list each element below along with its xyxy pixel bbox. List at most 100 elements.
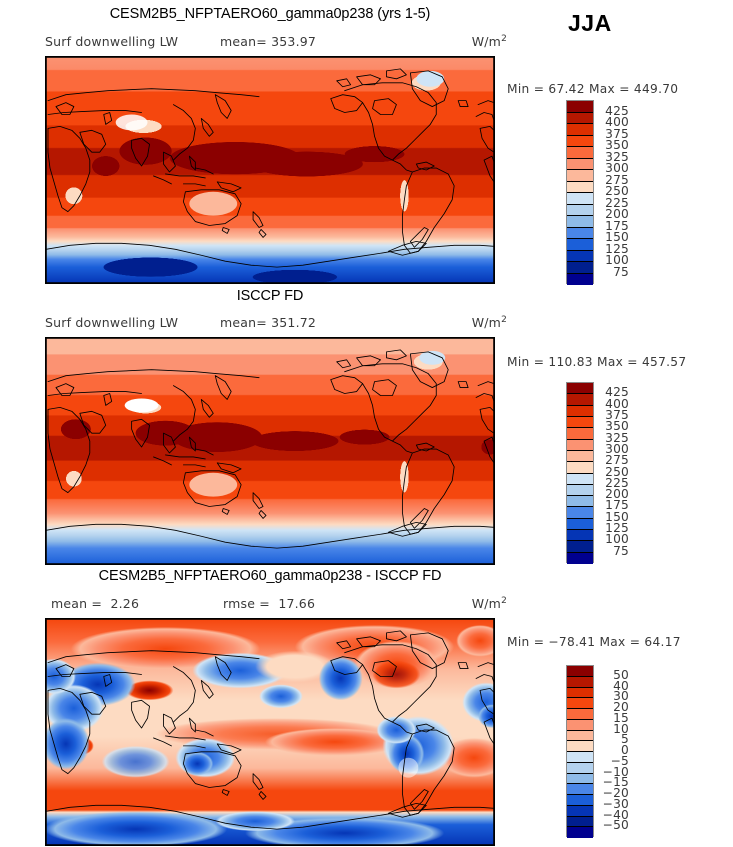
colorbar-tick-label: 375	[605, 126, 629, 141]
rmse-label-difference: rmse = 17.66	[223, 596, 316, 611]
colorbar-cell	[567, 473, 593, 485]
colorbar-cell	[567, 394, 593, 406]
units-label-obs: W/m2	[471, 315, 507, 331]
colorbar-cell	[567, 676, 593, 688]
panel-subheader-obs: Surf downwelling LW mean= 351.72 W/m2	[45, 315, 507, 331]
colorbar-cell	[567, 147, 593, 159]
colorbar-tick-label: 300	[605, 161, 629, 175]
colorbar-cell	[567, 795, 593, 806]
colorbar-swatches-difference	[566, 665, 594, 838]
variable-label-model: Surf downwelling LW	[45, 34, 179, 49]
mean-label-difference: mean = 2.26	[51, 596, 140, 611]
colorbar-cell	[567, 273, 593, 285]
colorbar-tick-label: 250	[605, 464, 629, 479]
colorbar-tick-label: 275	[605, 453, 629, 468]
colorbar-tick-label: 375	[605, 407, 629, 422]
colorbar-cell	[567, 698, 593, 709]
colorbar-cell	[567, 552, 593, 564]
map-panel-model	[45, 56, 495, 284]
colorbar-cell	[567, 181, 593, 193]
colorbar-cell	[567, 158, 593, 170]
colorbar-cell	[567, 170, 593, 182]
colorbar-cell	[567, 507, 593, 519]
colorbar-cell	[567, 239, 593, 251]
panel-subheader-difference: mean = 2.26 rmse = 17.66 W/m2	[45, 596, 507, 612]
colorbar-tick-label: −5	[610, 753, 629, 768]
colorbar-cell	[567, 518, 593, 531]
map-panel-difference	[45, 618, 495, 846]
colorbar-cell	[567, 741, 593, 752]
colorbar-swatches-obs	[566, 382, 594, 564]
colorbar-tick-label: 75	[613, 264, 629, 279]
map-canvas-model	[46, 57, 494, 283]
season-label: JJA	[568, 10, 612, 36]
panel-subheader-model: Surf downwelling LW mean= 353.97 W/m2	[45, 34, 507, 50]
colorbar-swatches-model	[566, 100, 594, 285]
panel-title-obs: ISCCP FD	[236, 288, 304, 304]
colorbar-cell	[567, 462, 593, 474]
colorbar-cell	[567, 484, 593, 497]
colorbar-tick-label: 30	[613, 689, 629, 704]
colorbar-cell	[567, 383, 593, 395]
colorbar-cell	[567, 101, 593, 113]
colorbar-cell	[567, 805, 593, 817]
colorbar-cell	[567, 666, 593, 677]
mean-value-difference: 2.26	[110, 596, 140, 611]
colorbar-tick-label: 0	[621, 743, 629, 757]
colorbar-cell	[567, 530, 593, 542]
colorbar-cell	[567, 112, 593, 124]
colorbar-tick-label: 5	[621, 732, 629, 747]
panel-title-model: CESM2B5_NFPTAERO60_gamma0p238 (yrs 1-5)	[109, 6, 431, 22]
colorbar-cell	[567, 827, 593, 838]
minmax-obs: Min = 110.83 Max = 457.57	[507, 355, 687, 369]
colorbar-tick-label: 125	[605, 241, 629, 256]
colorbar-tick-label: 325	[605, 430, 629, 445]
colorbar-tick-label: 300	[605, 441, 629, 456]
colorbar-tick-label: 100	[605, 532, 629, 547]
colorbar-tick-label: 150	[605, 230, 629, 244]
colorbar-cell	[567, 416, 593, 429]
colorbar-cell	[567, 135, 593, 147]
minmax-model: Min = 67.42 Max = 449.70	[507, 82, 679, 96]
colorbar-tick-label: 325	[605, 149, 629, 164]
colorbar-tick-label: 275	[605, 172, 629, 187]
colorbar-tick-label: −15	[602, 775, 629, 790]
colorbar-cell	[567, 816, 593, 828]
colorbar-tick-label: −10	[602, 764, 629, 779]
colorbar-cell	[567, 193, 593, 205]
units-label-difference: W/m2	[471, 596, 507, 612]
colorbar-tick-label: 150	[605, 509, 629, 524]
colorbar-tick-label: 175	[605, 498, 629, 513]
variable-label-obs: Surf downwelling LW	[45, 315, 179, 330]
colorbar-tick-label: 40	[613, 678, 629, 693]
colorbar-cell	[567, 687, 593, 699]
colorbar-tick-label: 400	[605, 115, 629, 129]
colorbar-tick-label: 350	[605, 138, 629, 152]
colorbar-tick-label: 400	[605, 396, 629, 411]
map-panel-obs	[45, 337, 495, 565]
colorbar-tick-label: 425	[605, 385, 629, 400]
colorbar-cell	[567, 752, 593, 763]
colorbar-tick-label: 250	[605, 184, 629, 198]
colorbar-cell	[567, 439, 593, 451]
colorbar-tick-label: −20	[602, 786, 629, 800]
panel-title-difference: CESM2B5_NFPTAERO60_gamma0p238 - ISCCP FD	[98, 568, 442, 584]
colorbar-cell	[567, 428, 593, 440]
colorbar-cell	[567, 730, 593, 742]
colorbar-tick-label: 225	[605, 195, 629, 210]
colorbar-tick-label: 175	[605, 218, 629, 233]
colorbar-tick-label: 15	[613, 710, 629, 725]
colorbar-cell	[567, 405, 593, 417]
minmax-difference: Min = −78.41 Max = 64.17	[507, 635, 681, 649]
mean-value-model: 353.97	[271, 34, 317, 49]
colorbar-tick-label: −30	[602, 796, 629, 811]
colorbar-tick-label: 425	[605, 103, 629, 118]
colorbar-cell	[567, 496, 593, 508]
colorbar-cell	[567, 719, 593, 731]
colorbar-tick-label: 50	[613, 667, 629, 682]
colorbar-tick-label: 225	[605, 475, 629, 490]
colorbar-tick-label: 200	[605, 487, 629, 502]
colorbar-cell	[567, 541, 593, 553]
colorbar-cell	[567, 762, 593, 774]
colorbar-tick-label: 350	[605, 419, 629, 434]
